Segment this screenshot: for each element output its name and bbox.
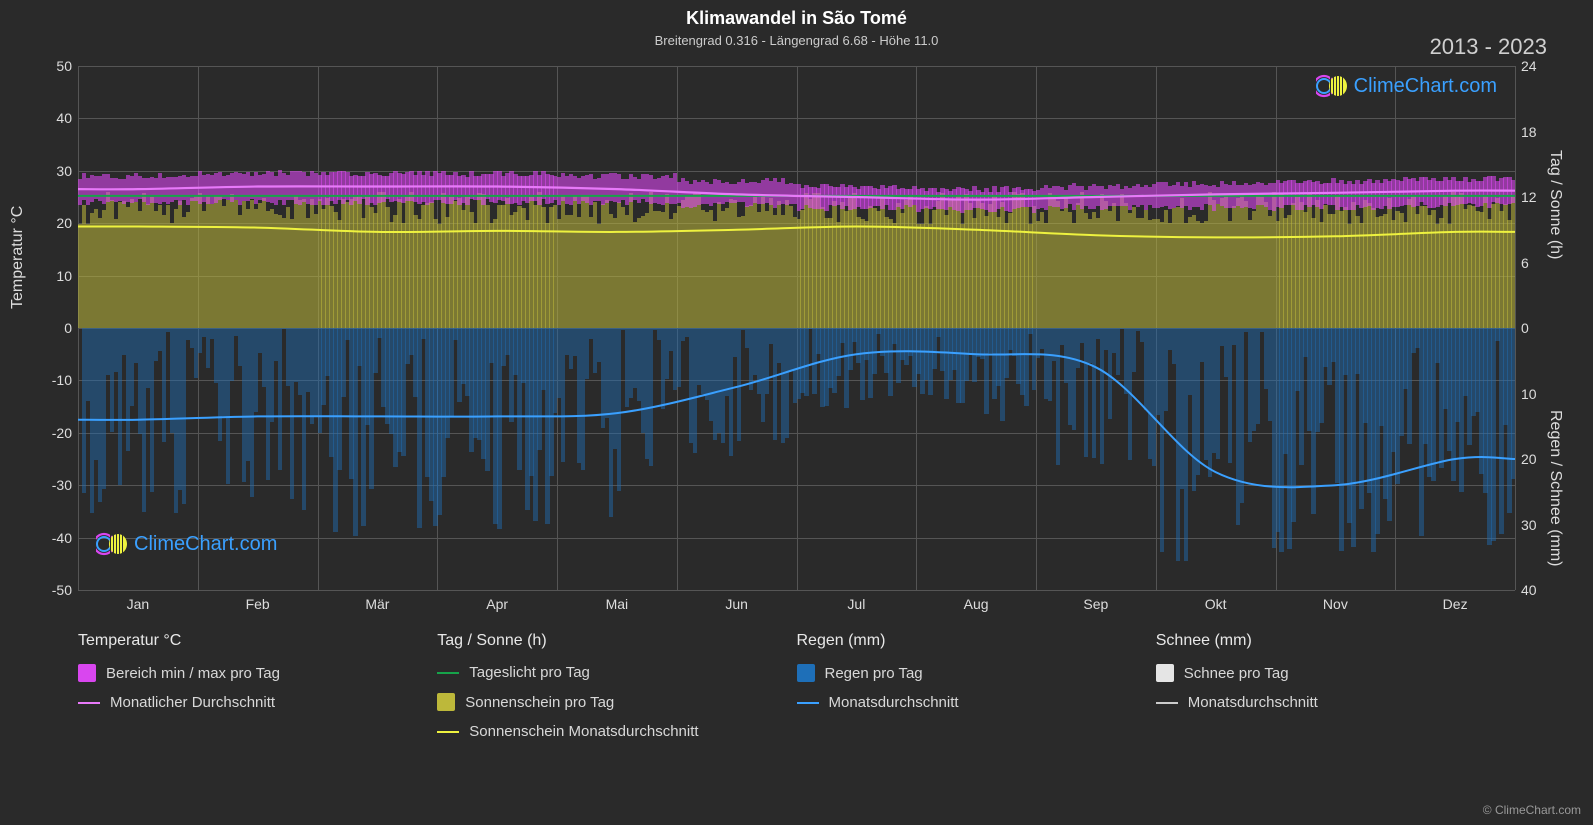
legend-label: Sonnenschein pro Tag bbox=[465, 694, 614, 711]
chart-subtitle: Breitengrad 0.316 - Längengrad 6.68 - Hö… bbox=[0, 29, 1593, 48]
y-tick-right: 40 bbox=[1521, 582, 1549, 598]
legend-item: Monatsdurchschnitt bbox=[797, 694, 1156, 711]
legend-label: Tageslicht pro Tag bbox=[469, 664, 590, 681]
data-lines bbox=[78, 66, 1515, 590]
brand-logo-bottom: ClimeChart.com bbox=[96, 532, 277, 556]
legend-group: Schnee (mm) Schnee pro Tag Monatsdurchschn… bbox=[1156, 632, 1515, 752]
legend-item: Tageslicht pro Tag bbox=[437, 664, 796, 681]
x-tick-month: Aug bbox=[964, 596, 989, 612]
y-axis-right-bottom-label: Regen / Schnee (mm) bbox=[1546, 410, 1564, 567]
y-tick-left: 50 bbox=[42, 58, 72, 74]
legend-item: Regen pro Tag bbox=[797, 664, 1156, 682]
legend-swatch bbox=[78, 702, 100, 704]
legend-group: Temperatur °C Bereich min / max pro Tag Mo… bbox=[78, 632, 437, 752]
temp-avg-line bbox=[78, 186, 1515, 199]
y-tick-left: -30 bbox=[42, 477, 72, 493]
legend-swatch bbox=[1156, 702, 1178, 704]
legend: Temperatur °C Bereich min / max pro Tag Mo… bbox=[78, 632, 1515, 752]
y-tick-left: 10 bbox=[42, 268, 72, 284]
legend-item: Sonnenschein Monatsdurchschnitt bbox=[437, 723, 796, 740]
climate-chart: Klimawandel in São Tomé Breitengrad 0.31… bbox=[0, 0, 1593, 825]
legend-header: Regen (mm) bbox=[797, 632, 1156, 650]
y-tick-left: -20 bbox=[42, 425, 72, 441]
legend-swatch bbox=[437, 672, 459, 674]
legend-swatch bbox=[1156, 664, 1174, 682]
y-tick-right: 24 bbox=[1521, 58, 1549, 74]
y-tick-right: 20 bbox=[1521, 451, 1549, 467]
legend-header: Temperatur °C bbox=[78, 632, 437, 650]
y-tick-right: 0 bbox=[1521, 320, 1549, 336]
legend-label: Regen pro Tag bbox=[825, 665, 923, 682]
logo-icon bbox=[1316, 74, 1348, 98]
x-tick-month: Okt bbox=[1205, 596, 1227, 612]
legend-label: Monatsdurchschnitt bbox=[1188, 694, 1318, 711]
legend-group: Regen (mm) Regen pro Tag Monatsdurchschnit… bbox=[797, 632, 1156, 752]
y-tick-left: 20 bbox=[42, 215, 72, 231]
plot-area: ClimeChart.com ClimeChart.com bbox=[78, 66, 1515, 590]
x-tick-month: Sep bbox=[1083, 596, 1108, 612]
copyright: © ClimeChart.com bbox=[1483, 803, 1581, 817]
x-tick-month: Nov bbox=[1323, 596, 1348, 612]
legend-header: Schnee (mm) bbox=[1156, 632, 1515, 650]
rain-avg-line bbox=[78, 351, 1515, 487]
x-tick-month: Feb bbox=[246, 596, 270, 612]
y-tick-left: 30 bbox=[42, 163, 72, 179]
y-tick-left: -50 bbox=[42, 582, 72, 598]
x-tick-month: Apr bbox=[486, 596, 508, 612]
y-tick-left: -10 bbox=[42, 372, 72, 388]
legend-label: Sonnenschein Monatsdurchschnitt bbox=[469, 723, 698, 740]
legend-item: Monatsdurchschnitt bbox=[1156, 694, 1515, 711]
x-tick-month: Jul bbox=[847, 596, 865, 612]
legend-swatch bbox=[797, 664, 815, 682]
sunshine-avg-line bbox=[78, 226, 1515, 237]
legend-label: Schnee pro Tag bbox=[1184, 665, 1289, 682]
legend-item: Bereich min / max pro Tag bbox=[78, 664, 437, 682]
y-tick-right: 6 bbox=[1521, 255, 1549, 271]
legend-header: Tag / Sonne (h) bbox=[437, 632, 796, 650]
y-tick-right: 18 bbox=[1521, 124, 1549, 140]
legend-group: Tag / Sonne (h) Tageslicht pro Tag Sonnens… bbox=[437, 632, 796, 752]
y-tick-right: 12 bbox=[1521, 189, 1549, 205]
chart-title: Klimawandel in São Tomé bbox=[0, 0, 1593, 29]
y-tick-left: 40 bbox=[42, 110, 72, 126]
legend-item: Monatlicher Durchschnitt bbox=[78, 694, 437, 711]
legend-swatch bbox=[437, 731, 459, 733]
x-tick-month: Mär bbox=[365, 596, 389, 612]
x-tick-month: Jan bbox=[127, 596, 150, 612]
legend-label: Bereich min / max pro Tag bbox=[106, 665, 280, 682]
legend-item: Sonnenschein pro Tag bbox=[437, 693, 796, 711]
y-tick-left: -40 bbox=[42, 530, 72, 546]
x-tick-month: Mai bbox=[606, 596, 629, 612]
y-tick-right: 10 bbox=[1521, 386, 1549, 402]
y-tick-left: 0 bbox=[42, 320, 72, 336]
x-tick-month: Jun bbox=[725, 596, 748, 612]
legend-item: Schnee pro Tag bbox=[1156, 664, 1515, 682]
logo-icon bbox=[96, 532, 128, 556]
legend-label: Monatlicher Durchschnitt bbox=[110, 694, 275, 711]
y-axis-left-label: Temperatur °C bbox=[9, 206, 27, 309]
legend-label: Monatsdurchschnitt bbox=[829, 694, 959, 711]
x-tick-month: Dez bbox=[1443, 596, 1468, 612]
brand-logo-top: ClimeChart.com bbox=[1316, 74, 1497, 98]
legend-swatch bbox=[797, 702, 819, 704]
brand-text: ClimeChart.com bbox=[1354, 75, 1497, 98]
y-tick-right: 30 bbox=[1521, 517, 1549, 533]
legend-swatch bbox=[78, 664, 96, 682]
year-range: 2013 - 2023 bbox=[1430, 34, 1547, 60]
legend-swatch bbox=[437, 693, 455, 711]
brand-text: ClimeChart.com bbox=[134, 533, 277, 556]
